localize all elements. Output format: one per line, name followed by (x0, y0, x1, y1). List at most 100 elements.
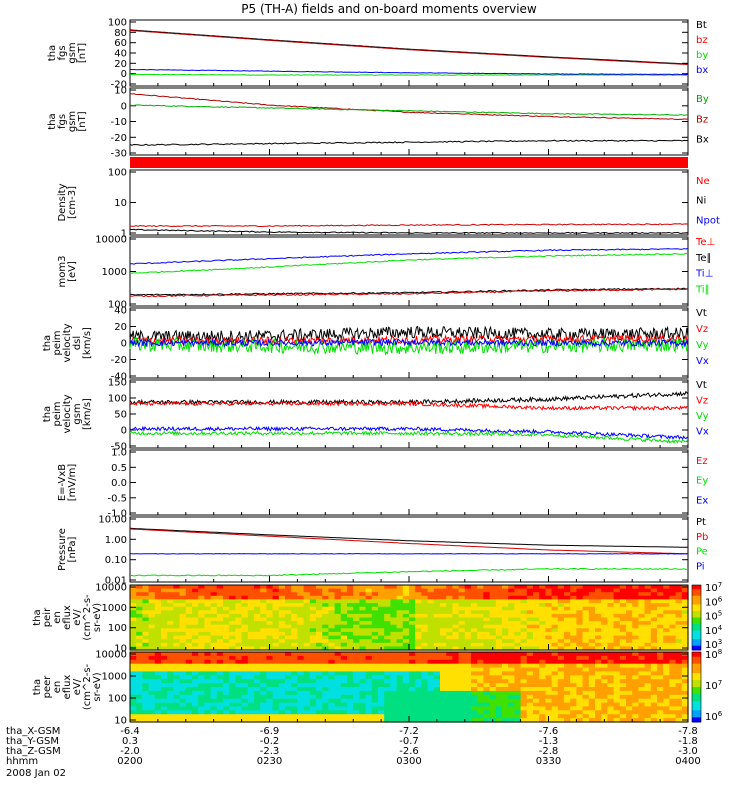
spec-cell (378, 603, 385, 607)
spec-cell (539, 599, 546, 603)
spec-cell (595, 621, 602, 625)
spec-cell (514, 671, 521, 676)
spec-cell (589, 639, 596, 643)
spec-cell (663, 699, 670, 704)
spec-cell (477, 614, 484, 618)
spec-cell (235, 679, 242, 684)
spec-cell (446, 671, 453, 676)
spec-cell (211, 671, 218, 676)
spec-cell (248, 710, 255, 715)
spec-cell (353, 664, 360, 669)
spec-cell (564, 618, 571, 622)
spec-cell (539, 643, 546, 647)
spec-cell (353, 679, 360, 684)
spec-cell (496, 687, 503, 692)
spec-cell (527, 656, 534, 661)
spec-cell (638, 699, 645, 704)
spec-cell (328, 675, 335, 680)
spec-cell (254, 691, 261, 696)
spec-cell (477, 628, 484, 632)
y-axis-label: [nT] (77, 43, 88, 63)
spec-cell (372, 671, 379, 676)
spec-cell (607, 621, 614, 625)
spec-cell (545, 607, 552, 611)
spec-cell (434, 614, 441, 618)
spec-cell (223, 603, 230, 607)
spec-cell (409, 687, 416, 692)
spec-cell (558, 675, 565, 680)
spec-cell (341, 632, 348, 636)
spec-cell (514, 589, 521, 593)
spec-cell (390, 585, 397, 589)
spec-cell (477, 636, 484, 640)
spec-cell (465, 614, 472, 618)
colorbar-cell (692, 710, 701, 713)
spec-cell (614, 585, 621, 589)
spec-cell (254, 664, 261, 669)
y-axis-label: [km/s] (82, 327, 93, 359)
spec-cell (638, 660, 645, 665)
spec-cell (310, 643, 317, 647)
spec-cell (483, 607, 490, 611)
spec-cell (440, 710, 447, 715)
spec-cell (347, 679, 354, 684)
spec-cell (651, 625, 658, 629)
spec-cell (601, 596, 608, 600)
spec-cell (397, 625, 404, 629)
spec-cell (595, 699, 602, 704)
spec-cell (186, 699, 193, 704)
spec-cell (204, 679, 211, 684)
spec-cell (285, 656, 292, 661)
spec-cell (347, 675, 354, 680)
spec-cell (285, 632, 292, 636)
spec-cell (421, 621, 428, 625)
spec-cell (638, 695, 645, 700)
spec-cell (632, 603, 639, 607)
legend-label: Ex (696, 495, 708, 506)
spec-cell (477, 695, 484, 700)
spec-cell (291, 625, 298, 629)
spec-cell (304, 599, 311, 603)
spec-cell (558, 599, 565, 603)
spec-cell (291, 671, 298, 676)
spec-cell (341, 618, 348, 622)
spec-cell (614, 695, 621, 700)
spec-cell (632, 679, 639, 684)
spec-cell (328, 636, 335, 640)
spec-cell (186, 610, 193, 614)
spec-cell (397, 639, 404, 643)
spec-cell (384, 618, 391, 622)
spec-cell (192, 687, 199, 692)
spec-cell (347, 652, 354, 657)
spec-cell (632, 610, 639, 614)
spec-cell (322, 636, 329, 640)
spec-cell (155, 589, 162, 593)
spec-cell (242, 589, 249, 593)
spec-cell (459, 621, 466, 625)
spec-cell (347, 596, 354, 600)
spec-cell (130, 592, 137, 596)
spec-cell (322, 625, 329, 629)
spec-cell (545, 625, 552, 629)
spec-cell (558, 643, 565, 647)
series-line-Bt (130, 30, 688, 64)
spec-cell (217, 664, 224, 669)
spec-cell (477, 656, 484, 661)
spec-cell (384, 683, 391, 688)
spec-cell (434, 656, 441, 661)
spec-cell (564, 714, 571, 719)
spec-cell (521, 607, 528, 611)
spec-cell (490, 632, 497, 636)
spec-cell (198, 585, 205, 589)
spec-cell (576, 656, 583, 661)
spec-cell (359, 664, 366, 669)
spec-cell (186, 607, 193, 611)
spec-cell (341, 625, 348, 629)
spec-cell (254, 636, 261, 640)
spec-cell (161, 596, 168, 600)
spec-cell (403, 621, 410, 625)
spec-cell (477, 607, 484, 611)
spec-cell (595, 592, 602, 596)
spec-cell (285, 636, 292, 640)
colorbar-cell (692, 675, 701, 678)
